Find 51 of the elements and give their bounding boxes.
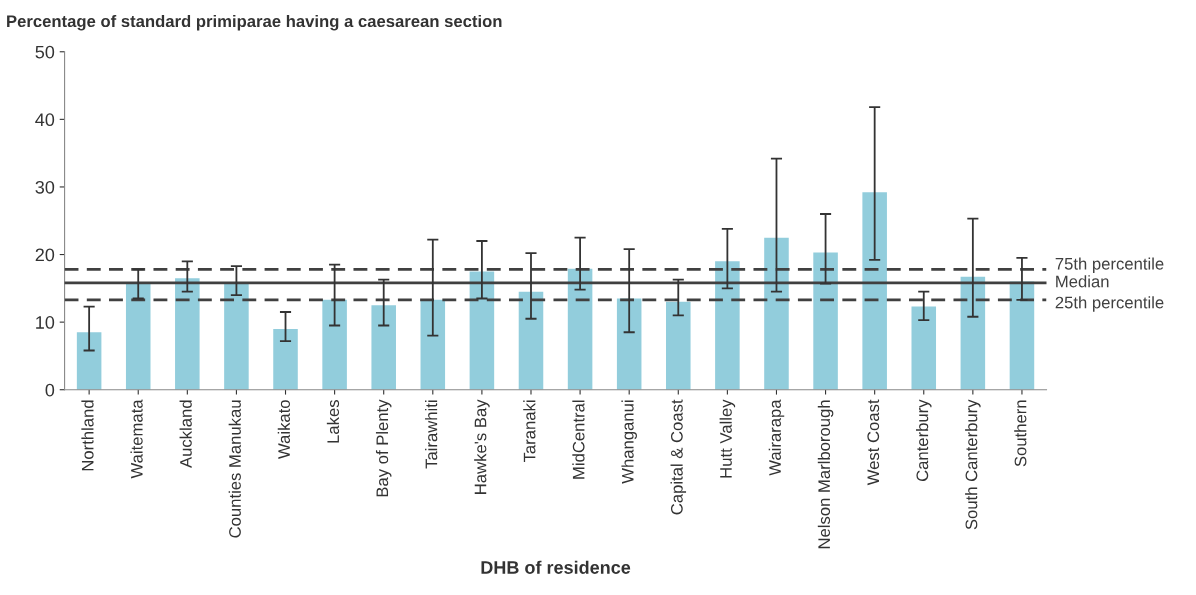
bar	[224, 282, 249, 390]
x-tick-label: Bay of Plenty	[375, 399, 392, 497]
bar	[469, 271, 495, 390]
x-tick-label: Counties Manukau	[228, 400, 241, 538]
bar	[862, 192, 887, 390]
x-tick-label: Hutt Valley	[719, 399, 736, 478]
bar	[175, 278, 200, 390]
x-tick-label: MidCentral	[572, 400, 585, 479]
x-tick-label: Taranaki	[523, 400, 536, 463]
x-tick-label: Hawke's Bay	[474, 399, 490, 494]
x-tick-label: Capital & Coast	[670, 399, 687, 515]
x-tick-label: South Canterbury	[965, 399, 981, 530]
bar	[567, 268, 593, 390]
y-tick-label: 50	[35, 45, 55, 59]
x-tick-label: Southern	[1014, 400, 1027, 467]
x-tick-label: Northland	[81, 400, 94, 471]
bar	[125, 282, 151, 390]
bar	[420, 299, 446, 390]
x-tick-label: Waitemata	[130, 399, 143, 479]
x-tick-label: Whanganui	[621, 400, 637, 484]
bar	[273, 328, 298, 390]
bar	[960, 276, 986, 390]
y-tick-label: 0	[45, 383, 55, 397]
y-tick-label: 10	[36, 316, 55, 329]
x-tick-label: West Coast	[867, 399, 880, 486]
y-tick-label: 30	[35, 180, 55, 194]
bar	[518, 291, 544, 390]
x-axis-title: DHB of residence	[481, 560, 631, 574]
x-tick-label: Canterbury	[915, 399, 932, 482]
x-tick-label: Nelson Marlborough	[817, 400, 834, 549]
y-tick-label: 20	[35, 248, 55, 262]
bar	[76, 332, 102, 390]
bar	[322, 299, 347, 390]
bar	[715, 261, 740, 390]
chart-title: Percentage of standard primiparae having a caesarean section	[7, 14, 502, 31]
ref-line-label: Median	[1056, 275, 1109, 288]
bar	[911, 306, 937, 390]
bar	[813, 252, 838, 390]
ref-line-label: 25th percentile	[1055, 296, 1164, 312]
bar	[616, 298, 642, 390]
bar	[764, 237, 789, 390]
ref-line-label: 75th percentile	[1055, 257, 1164, 274]
x-tick-label: Tairawhiti	[425, 400, 438, 469]
y-tick-label: 40	[35, 113, 55, 127]
x-tick-label: Waikato	[277, 400, 290, 459]
bar	[666, 301, 691, 390]
bar	[371, 305, 396, 390]
x-tick-label: Lakes	[326, 400, 340, 443]
bar	[1009, 281, 1035, 390]
x-tick-label: Auckland	[179, 400, 192, 468]
x-tick-label: Wairarapa	[768, 399, 785, 476]
